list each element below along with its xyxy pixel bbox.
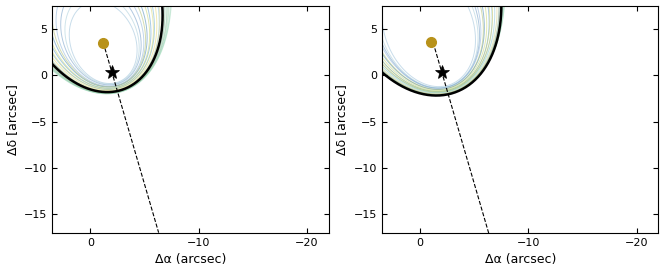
Y-axis label: Δδ [arcsec]: Δδ [arcsec] xyxy=(335,84,349,155)
Y-axis label: Δδ [arcsec]: Δδ [arcsec] xyxy=(5,84,19,155)
X-axis label: Δα (arcsec): Δα (arcsec) xyxy=(155,254,226,267)
X-axis label: Δα (arcsec): Δα (arcsec) xyxy=(485,254,556,267)
